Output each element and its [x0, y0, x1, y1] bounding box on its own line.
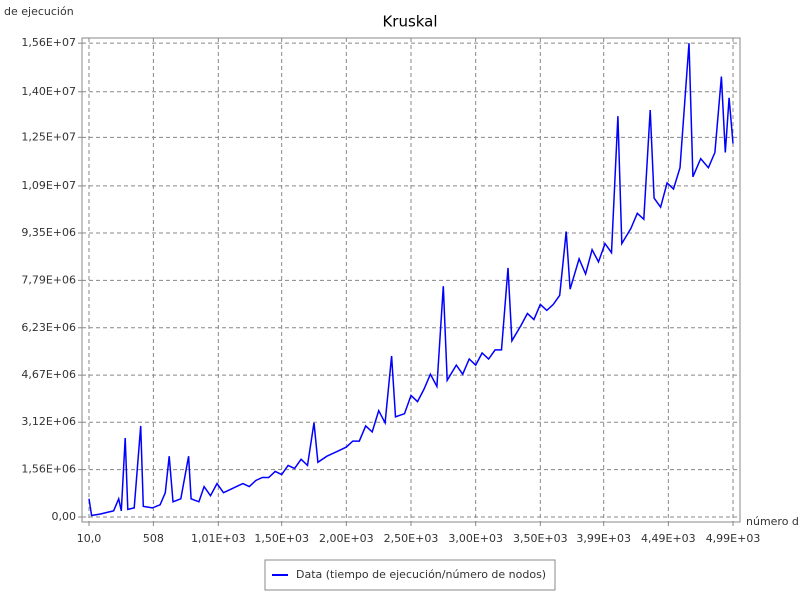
x-tick-label: 10,0 [77, 532, 102, 545]
y-tick-label: 6,23E+06 [21, 321, 76, 334]
legend [264, 559, 556, 591]
x-tick-label: 1,01E+03 [191, 532, 246, 545]
x-tick-label: 3,00E+03 [448, 532, 503, 545]
y-tick-label: 1,56E+07 [21, 36, 76, 49]
x-tick-label: 2,50E+03 [384, 532, 439, 545]
y-tick-label: 1,25E+07 [21, 130, 76, 143]
legend-label: Data (tiempo de ejecución/número de nodo… [296, 568, 546, 581]
x-tick-label: 4,49E+03 [641, 532, 696, 545]
x-tick-label: 508 [143, 532, 164, 545]
y-tick-label: 1,09E+07 [21, 179, 76, 192]
x-tick-label: 1,50E+03 [254, 532, 309, 545]
y-tick-label: 1,40E+07 [21, 85, 76, 98]
y-tick-label: 9,35E+06 [21, 226, 76, 239]
y-tick-label: 0,00 [52, 510, 77, 523]
chart-title: Kruskal [382, 13, 437, 31]
x-tick-label: 2,00E+03 [319, 532, 374, 545]
y-tick-label: 1,56E+06 [21, 463, 76, 476]
y-tick-label: 7,79E+06 [21, 273, 76, 286]
x-axis-label: número d [746, 515, 799, 528]
x-tick-label: 4,99E+03 [706, 532, 761, 545]
y-tick-label: 3,12E+06 [21, 415, 76, 428]
y-tick-label: 4,67E+06 [21, 368, 76, 381]
x-tick-label: 3,99E+03 [576, 532, 631, 545]
x-tick-label: 3,50E+03 [513, 532, 568, 545]
y-axis-label: de ejecución [4, 5, 74, 18]
data-line [88, 43, 734, 517]
